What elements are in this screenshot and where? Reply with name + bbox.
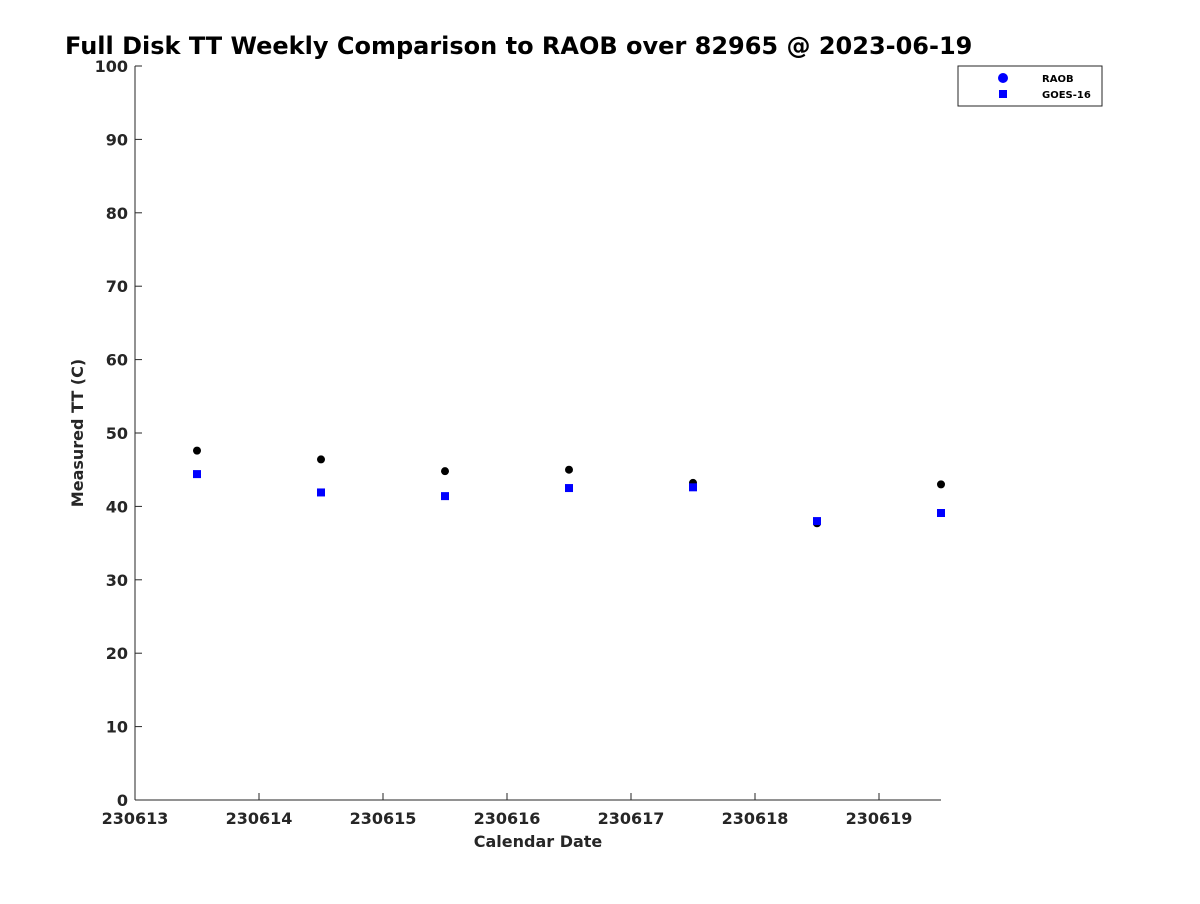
x-tick-label: 230618 xyxy=(722,809,789,828)
y-tick-label: 30 xyxy=(106,571,128,590)
goes-16-point xyxy=(317,488,325,497)
x-tick-label: 230619 xyxy=(846,809,913,828)
raob-point xyxy=(441,467,449,476)
legend: RAOB GOES-16 xyxy=(957,65,1103,107)
y-tick-label: 100 xyxy=(95,57,128,76)
legend-label-raob: RAOB xyxy=(1042,74,1074,85)
legend-label-goes-16: GOES-16 xyxy=(1042,90,1091,101)
data-marks xyxy=(193,446,945,528)
goes-16-point xyxy=(689,483,697,492)
y-tick-label: 10 xyxy=(106,718,128,737)
raob-point xyxy=(937,480,945,489)
y-tick-label: 90 xyxy=(106,130,128,149)
x-tick-label: 230615 xyxy=(350,809,417,828)
raob-point xyxy=(565,465,573,474)
chart-title: Full Disk TT Weekly Comparison to RAOB o… xyxy=(65,32,972,60)
x-axis-label: Calendar Date xyxy=(474,832,603,851)
legend-box xyxy=(957,65,1103,107)
goes-16-point xyxy=(937,509,945,518)
y-tick-label: 50 xyxy=(106,424,128,443)
goes-16-point xyxy=(813,517,821,526)
y-tick-label: 0 xyxy=(117,791,128,810)
y-axis-label: Measured TT (C) xyxy=(68,359,87,507)
legend-marker-raob xyxy=(998,73,1008,83)
x-tick-label: 230616 xyxy=(474,809,541,828)
x-tick-label: 230613 xyxy=(102,809,169,828)
raob-point xyxy=(193,446,201,455)
y-tick-label: 20 xyxy=(106,644,128,663)
goes-16-point xyxy=(193,470,201,479)
y-tick-label: 80 xyxy=(106,204,128,223)
goes-16-point xyxy=(565,484,573,493)
y-tick-label: 40 xyxy=(106,497,128,516)
axes: 0 10 20 30 40 50 60 70 80 90 100 230613 230614 230615… xyxy=(95,57,941,828)
raob-point xyxy=(317,455,325,464)
legend-marker-goes-16 xyxy=(999,90,1007,98)
x-tick-label: 230617 xyxy=(598,809,665,828)
goes-16-point xyxy=(441,492,449,501)
x-tick-label: 230614 xyxy=(226,809,293,828)
y-tick-label: 60 xyxy=(106,351,128,370)
y-tick-label: 70 xyxy=(106,277,128,296)
